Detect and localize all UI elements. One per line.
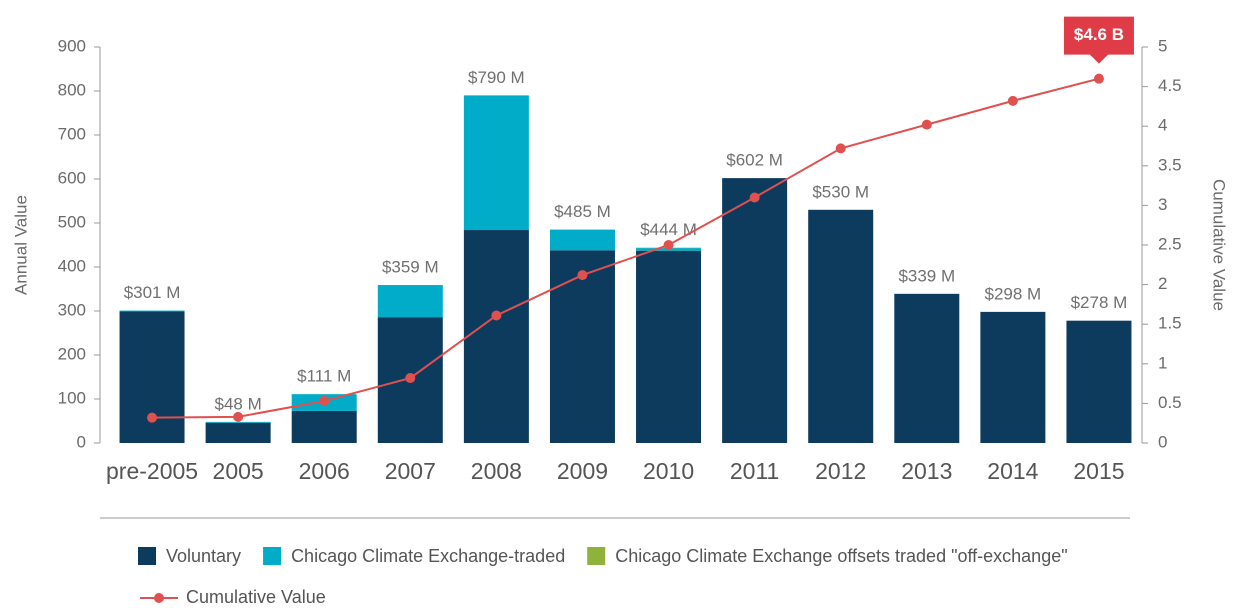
- y-tick-label: 100: [58, 388, 86, 407]
- legend-label: Chicago Climate Exchange offsets traded …: [615, 546, 1067, 566]
- x-tick-label: 2008: [471, 458, 522, 484]
- value-label: $530 M: [812, 182, 869, 201]
- line-point: [319, 396, 330, 407]
- bar-segment: [205, 422, 271, 443]
- bar-segment: [894, 293, 960, 443]
- bar-segment: [549, 250, 615, 443]
- bar-segment: [722, 178, 788, 443]
- y-tick-label: 600: [58, 168, 86, 187]
- y-tick-label: 400: [58, 256, 86, 275]
- legend-label: Chicago Climate Exchange-traded: [291, 546, 565, 566]
- legend-label: Voluntary: [166, 546, 241, 566]
- value-label: $790 M: [468, 68, 525, 87]
- line-point: [233, 411, 244, 422]
- x-tick-label: 2006: [299, 458, 350, 484]
- legend-label: Cumulative Value: [186, 587, 326, 607]
- bar-segment: [808, 209, 874, 443]
- line-point: [835, 143, 846, 154]
- x-tick-label: 2011: [730, 458, 779, 484]
- value-label: $602 M: [726, 151, 783, 170]
- x-tick-label: 2013: [901, 458, 952, 484]
- value-label: $444 M: [640, 220, 697, 239]
- annotation: $4.6 B: [1074, 25, 1124, 44]
- line-point: [147, 412, 158, 423]
- x-tick-label: 2005: [213, 458, 264, 484]
- y2-tick-label: 1.5: [1158, 314, 1182, 333]
- callout: [1063, 16, 1134, 64]
- line-point: [749, 192, 760, 203]
- y2-tick-label: 0: [1158, 432, 1167, 451]
- x-tick-label: 2009: [557, 458, 608, 484]
- y2-tick-label: 2.5: [1158, 234, 1182, 253]
- bar-segment: [119, 311, 185, 443]
- line-point: [1007, 95, 1018, 106]
- x-tick-label: 2012: [815, 458, 866, 484]
- cumulative-line: [152, 77, 1100, 419]
- y-tick-label: 300: [58, 300, 86, 319]
- y2-tick-label: 3: [1158, 195, 1167, 214]
- bar-segment: [205, 421, 271, 423]
- x-tick-label: 2010: [643, 458, 694, 484]
- x-tick-label: 2007: [385, 458, 436, 484]
- y-tick-label: 800: [58, 80, 86, 99]
- value-label: $339 M: [898, 266, 955, 285]
- y-tick-label: 0: [77, 432, 86, 451]
- y-tick-label: 500: [58, 212, 86, 231]
- value-label: $301 M: [124, 283, 181, 302]
- value-label: $278 M: [1071, 293, 1128, 312]
- y2-tick-label: 4.5: [1158, 76, 1182, 95]
- y2-tick-label: 5: [1158, 36, 1167, 55]
- x-tick-label: 2015: [1073, 458, 1124, 484]
- line-point: [663, 240, 674, 250]
- y2-tick-label: 1: [1158, 353, 1167, 372]
- bar-segment: [980, 311, 1046, 443]
- bar-segment: [549, 229, 615, 251]
- value-label: $298 M: [985, 284, 1042, 303]
- y-axis-title: Annual Value: [11, 195, 30, 295]
- line-point: [405, 373, 416, 384]
- value-label: $111 M: [297, 367, 351, 386]
- line-point: [921, 119, 932, 130]
- y2-axis-title: Cumulative Value: [1210, 179, 1229, 311]
- x-tick-label: 2014: [987, 458, 1038, 484]
- line-point: [491, 310, 502, 321]
- legend-marker: [154, 593, 164, 603]
- value-label: $359 M: [382, 258, 439, 277]
- x-tick-label: pre-2005: [106, 458, 198, 484]
- bar-segment: [119, 310, 185, 312]
- y2-tick-label: 3.5: [1158, 155, 1182, 174]
- y2-tick-label: 4: [1158, 116, 1167, 135]
- value-label: $485 M: [554, 202, 611, 221]
- bar-segment: [377, 285, 443, 318]
- line-point: [1093, 73, 1104, 84]
- bar-segment: [1066, 320, 1132, 443]
- legend-swatch: [263, 547, 282, 565]
- line-point: [577, 270, 588, 281]
- y2-tick-label: 0.5: [1158, 393, 1182, 412]
- bar-segment: [463, 230, 529, 443]
- bar-segment: [463, 95, 529, 231]
- y-tick-label: 900: [58, 36, 86, 55]
- y2-tick-label: 2: [1158, 274, 1167, 293]
- bar-segment: [291, 410, 357, 443]
- legend-swatch: [138, 547, 156, 565]
- value-label: $48 M: [215, 394, 262, 413]
- y-tick-label: 700: [58, 124, 86, 143]
- legend-swatch: [587, 547, 606, 565]
- bar-segment: [636, 250, 702, 443]
- y-tick-label: 200: [58, 344, 86, 363]
